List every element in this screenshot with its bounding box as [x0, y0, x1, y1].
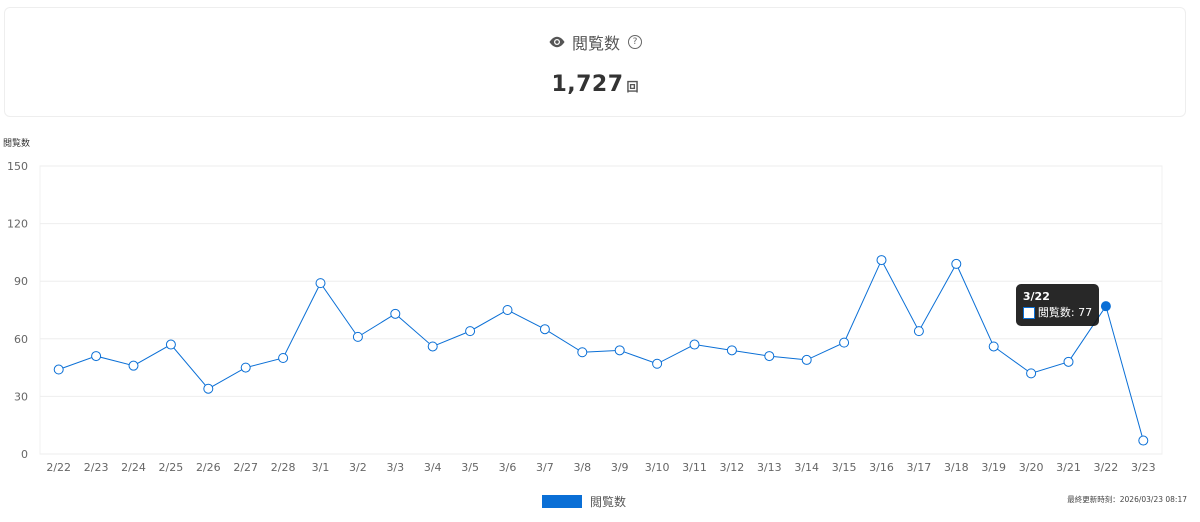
y-tick-label: 90 — [14, 275, 28, 288]
data-point — [801, 354, 812, 365]
data-point — [203, 383, 214, 394]
data-point-highlighted — [1100, 301, 1111, 312]
x-tick-label: 3/10 — [645, 461, 670, 474]
tooltip-title: 3/22 — [1022, 290, 1050, 304]
tooltip-swatch — [1022, 307, 1035, 320]
x-tick-label: 3/15 — [832, 461, 857, 474]
data-point — [839, 337, 850, 348]
data-point — [502, 305, 513, 315]
data-point — [53, 364, 64, 375]
data-point — [652, 358, 663, 369]
summary-title: 閲覧数 — [571, 34, 620, 53]
y-tick-label: 150 — [7, 160, 28, 173]
y-axis-label: 閲覧数 — [3, 139, 31, 149]
x-tick-label: 2/22 — [46, 461, 71, 474]
tooltip-row: 閲覧数: 77 — [1022, 305, 1093, 321]
x-tick-label: 3/9 — [611, 461, 629, 474]
data-point — [390, 308, 401, 319]
line-chart: 0 30 60 90 120 150 2/22 2/23 2/24 2/25 2/26 2/27 2/2… — [7, 160, 1163, 474]
total-views-value: 1,727 — [551, 72, 624, 97]
total-views-unit: 回 — [626, 80, 639, 94]
legend-swatch[interactable] — [542, 495, 582, 508]
data-point — [91, 351, 102, 362]
data-point — [128, 360, 139, 371]
x-tick-label: 2/27 — [233, 461, 258, 474]
x-tick-label: 3/21 — [1056, 461, 1081, 474]
question-circle-icon[interactable]: ? — [628, 35, 642, 49]
x-tick-label: 3/17 — [907, 461, 932, 474]
data-point — [988, 341, 999, 352]
data-point — [1063, 356, 1074, 367]
data-point — [1138, 435, 1149, 446]
x-tick-label: 2/28 — [271, 461, 296, 474]
data-point — [913, 326, 924, 337]
data-point — [240, 362, 251, 373]
data-point — [614, 345, 625, 356]
x-tick-label: 2/26 — [196, 461, 221, 474]
x-tick-label: 3/18 — [944, 461, 969, 474]
summary-card: 閲覧数 ? 1,727 回 — [4, 7, 1186, 117]
chart-container: 閲覧数 0 30 60 90 120 150 2/22 2/23 2/24 2/25 2/26 2/2… — [0, 130, 1200, 522]
x-tick-label: 3/7 — [536, 461, 554, 474]
x-tick-label: 3/20 — [1019, 461, 1044, 474]
y-tick-label: 0 — [21, 448, 28, 461]
data-point — [951, 258, 962, 269]
x-tick-label: 3/11 — [682, 461, 707, 474]
plot-area-border — [39, 165, 1163, 455]
x-tick-label: 3/14 — [794, 461, 819, 474]
x-tick-label: 3/8 — [573, 461, 591, 474]
data-point — [764, 351, 775, 362]
data-point — [1026, 368, 1037, 379]
y-tick-label: 30 — [14, 390, 28, 403]
data-point — [726, 345, 737, 356]
chart-tooltip: 3/22 閲覧数: 77 — [1015, 284, 1100, 327]
x-tick-label: 3/1 — [312, 461, 330, 474]
data-point — [165, 339, 176, 350]
data-point — [577, 347, 588, 358]
series-line — [58, 258, 1144, 441]
x-tick-label: 3/6 — [499, 461, 517, 474]
legend-label[interactable]: 閲覧数 — [590, 495, 627, 509]
x-tick-label: 3/22 — [1094, 461, 1119, 474]
summary-title-row: 閲覧数 ? — [5, 30, 1185, 54]
y-tick-label: 60 — [14, 333, 28, 346]
x-tick-label: 3/13 — [757, 461, 782, 474]
last-updated-time: 最終更新時刻：2026/03/23 08:17 — [1067, 495, 1187, 504]
x-tick-label: 2/24 — [121, 461, 146, 474]
chart-legend[interactable]: 閲覧数 — [542, 493, 626, 510]
data-point — [689, 339, 700, 350]
x-tick-label: 3/2 — [349, 461, 367, 474]
data-point — [465, 326, 476, 337]
x-tick-label: 2/25 — [159, 461, 184, 474]
data-point — [539, 324, 550, 335]
x-tick-label: 3/23 — [1131, 461, 1156, 474]
data-point — [427, 341, 438, 352]
summary-value: 1,727 回 — [5, 72, 1185, 97]
data-point — [315, 278, 326, 289]
x-tick-label: 3/19 — [981, 461, 1006, 474]
x-tick-label: 3/16 — [869, 461, 894, 474]
x-tick-label: 3/4 — [424, 461, 442, 474]
x-tick-label: 2/23 — [84, 461, 109, 474]
x-tick-label: 3/3 — [386, 461, 404, 474]
x-tick-label: 3/12 — [720, 461, 745, 474]
data-point — [876, 255, 887, 266]
y-tick-label: 120 — [7, 218, 28, 231]
x-tick-label: 3/5 — [461, 461, 479, 474]
data-point — [352, 331, 363, 342]
tooltip-label: 閲覧数: 77 — [1037, 306, 1093, 320]
eye-icon — [549, 36, 565, 48]
data-point — [278, 353, 289, 363]
